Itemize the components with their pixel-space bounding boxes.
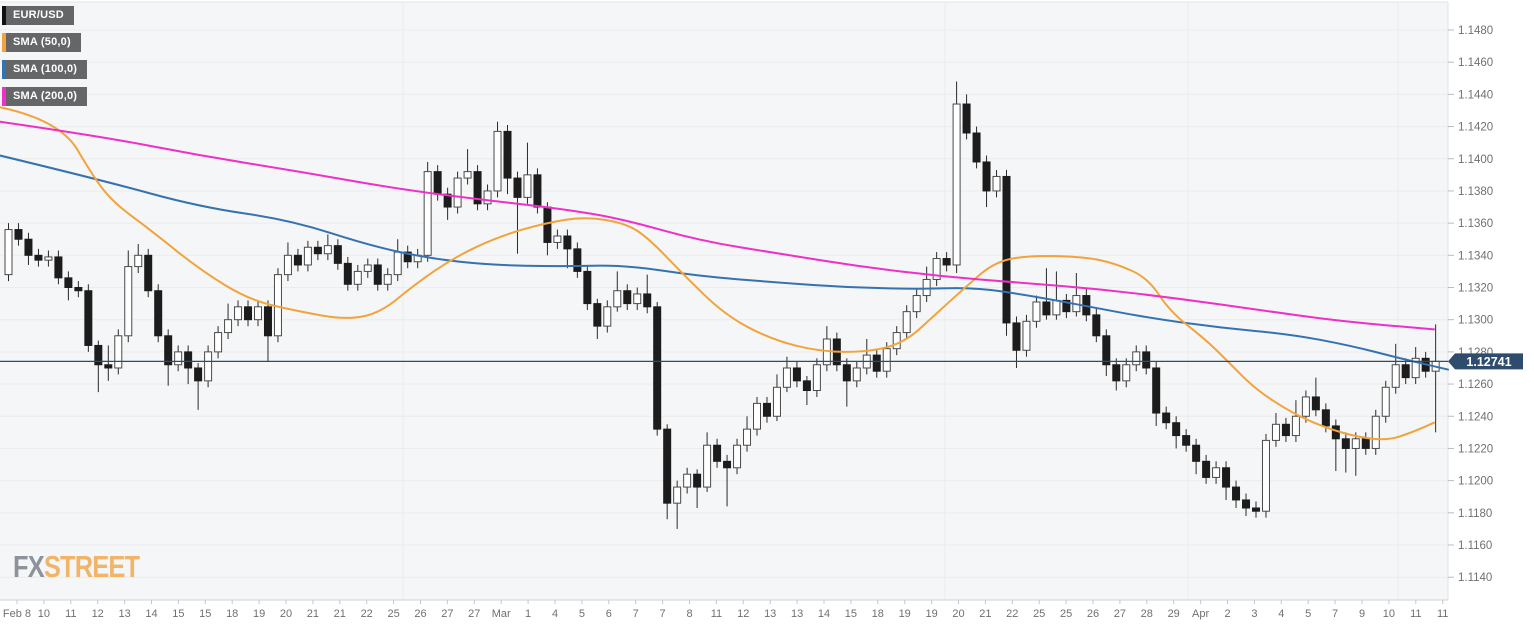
svg-text:1.1380: 1.1380 xyxy=(1458,186,1493,198)
svg-text:1.1140: 1.1140 xyxy=(1458,572,1492,584)
legend-item-sma50[interactable]: SMA (50,0) xyxy=(2,33,81,52)
svg-text:12: 12 xyxy=(92,608,104,620)
svg-text:Feb 8: Feb 8 xyxy=(3,608,31,620)
svg-text:18: 18 xyxy=(226,608,238,620)
svg-text:1.1480: 1.1480 xyxy=(1458,25,1493,37)
svg-text:1.1440: 1.1440 xyxy=(1458,89,1493,101)
legend-accent-sma50 xyxy=(2,33,6,52)
svg-text:1.1360: 1.1360 xyxy=(1458,218,1493,230)
svg-text:5: 5 xyxy=(1305,608,1311,620)
svg-text:12: 12 xyxy=(737,608,749,620)
svg-text:20: 20 xyxy=(952,608,964,620)
svg-text:Mar: Mar xyxy=(492,608,511,620)
svg-text:1.1240: 1.1240 xyxy=(1458,411,1493,423)
y-axis-labels: 1.1480 1.1460 1.1440 1.1420 1.1400 1.1380 1.13… xyxy=(1448,25,1493,584)
svg-text:27: 27 xyxy=(468,608,480,620)
svg-text:1.1400: 1.1400 xyxy=(1458,154,1493,166)
svg-text:10: 10 xyxy=(38,608,50,620)
svg-text:1.1300: 1.1300 xyxy=(1458,315,1493,327)
svg-text:25: 25 xyxy=(387,608,399,620)
svg-text:1: 1 xyxy=(525,608,531,620)
sma-line-2000 xyxy=(0,120,1435,331)
svg-text:15: 15 xyxy=(199,608,211,620)
legend-label-sma50: SMA (50,0) xyxy=(13,36,71,48)
svg-text:11: 11 xyxy=(1410,608,1421,620)
svg-text:8: 8 xyxy=(686,608,692,620)
svg-text:14: 14 xyxy=(818,608,830,620)
svg-text:14: 14 xyxy=(145,608,157,620)
legend-item-eurusd[interactable]: EUR/USD xyxy=(2,6,74,25)
svg-text:1.1200: 1.1200 xyxy=(1458,476,1493,488)
svg-text:15: 15 xyxy=(845,608,857,620)
svg-text:21: 21 xyxy=(979,608,991,620)
legend-accent-eurusd xyxy=(2,6,6,25)
svg-text:28: 28 xyxy=(1141,608,1153,620)
svg-text:9: 9 xyxy=(1359,608,1365,620)
svg-text:4: 4 xyxy=(1278,608,1284,620)
sma-line-1000 xyxy=(0,154,1449,371)
svg-text:7: 7 xyxy=(660,608,666,620)
svg-text:2: 2 xyxy=(1224,608,1230,620)
fxstreet-watermark: FXSTREET xyxy=(13,549,140,584)
legend-accent-sma100 xyxy=(2,60,6,79)
svg-text:1.1160: 1.1160 xyxy=(1458,540,1492,552)
svg-text:15: 15 xyxy=(172,608,184,620)
svg-text:10: 10 xyxy=(1383,608,1395,620)
svg-text:13: 13 xyxy=(764,608,776,620)
candles-layer xyxy=(4,81,1440,529)
svg-text:13: 13 xyxy=(118,608,130,620)
svg-text:1.1420: 1.1420 xyxy=(1458,122,1493,134)
x-axis-labels: Feb 8 10 11 12 13 14 15 15 18 19 20 21 21 22 25 26 27 27 M… xyxy=(3,600,1448,620)
legend-item-sma200[interactable]: SMA (200,0) xyxy=(2,87,88,106)
svg-text:21: 21 xyxy=(334,608,346,620)
svg-text:1.1340: 1.1340 xyxy=(1458,250,1493,262)
grid-layer xyxy=(0,2,1448,600)
svg-text:5: 5 xyxy=(579,608,585,620)
svg-text:3: 3 xyxy=(1251,608,1257,620)
svg-text:1.1180: 1.1180 xyxy=(1458,508,1492,520)
plot-area[interactable] xyxy=(0,2,1448,600)
last-price-tag: 1.12741 xyxy=(1448,353,1523,370)
svg-text:19: 19 xyxy=(253,608,265,620)
svg-text:26: 26 xyxy=(1087,608,1099,620)
svg-text:1.1460: 1.1460 xyxy=(1458,57,1493,69)
chart-legend: EUR/USD SMA (50,0) SMA (100,0) SMA (200,… xyxy=(2,6,88,114)
svg-text:26: 26 xyxy=(414,608,426,620)
svg-text:25: 25 xyxy=(1033,608,1045,620)
svg-text:Apr: Apr xyxy=(1192,608,1209,620)
svg-text:20: 20 xyxy=(280,608,292,620)
legend-accent-sma200 xyxy=(2,87,6,106)
svg-text:27: 27 xyxy=(1114,608,1126,620)
svg-text:22: 22 xyxy=(1006,608,1018,620)
svg-text:11: 11 xyxy=(1437,608,1448,620)
svg-text:22: 22 xyxy=(361,608,373,620)
svg-text:11: 11 xyxy=(65,608,76,620)
legend-label-sma200: SMA (200,0) xyxy=(13,90,78,102)
svg-text:4: 4 xyxy=(552,608,558,620)
legend-label-sma100: SMA (100,0) xyxy=(13,63,78,75)
svg-text:7: 7 xyxy=(633,608,639,620)
svg-text:19: 19 xyxy=(925,608,937,620)
legend-item-sma100[interactable]: SMA (100,0) xyxy=(2,60,88,79)
svg-text:1.1260: 1.1260 xyxy=(1458,379,1493,391)
svg-text:21: 21 xyxy=(307,608,319,620)
watermark-street: STREET xyxy=(43,549,140,584)
svg-text:11: 11 xyxy=(711,608,722,620)
svg-text:19: 19 xyxy=(899,608,911,620)
watermark-fx: FX xyxy=(13,549,45,584)
svg-text:18: 18 xyxy=(872,608,884,620)
svg-text:6: 6 xyxy=(606,608,612,620)
svg-text:1.12741: 1.12741 xyxy=(1466,355,1511,369)
svg-text:13: 13 xyxy=(791,608,803,620)
svg-text:27: 27 xyxy=(441,608,453,620)
legend-label-eurusd: EUR/USD xyxy=(13,9,64,21)
svg-text:1.1220: 1.1220 xyxy=(1458,443,1493,455)
sma-line-500 xyxy=(0,106,1435,441)
svg-text:25: 25 xyxy=(1060,608,1072,620)
svg-text:1.1320: 1.1320 xyxy=(1458,283,1493,295)
svg-text:7: 7 xyxy=(1332,608,1338,620)
svg-text:29: 29 xyxy=(1168,608,1180,620)
